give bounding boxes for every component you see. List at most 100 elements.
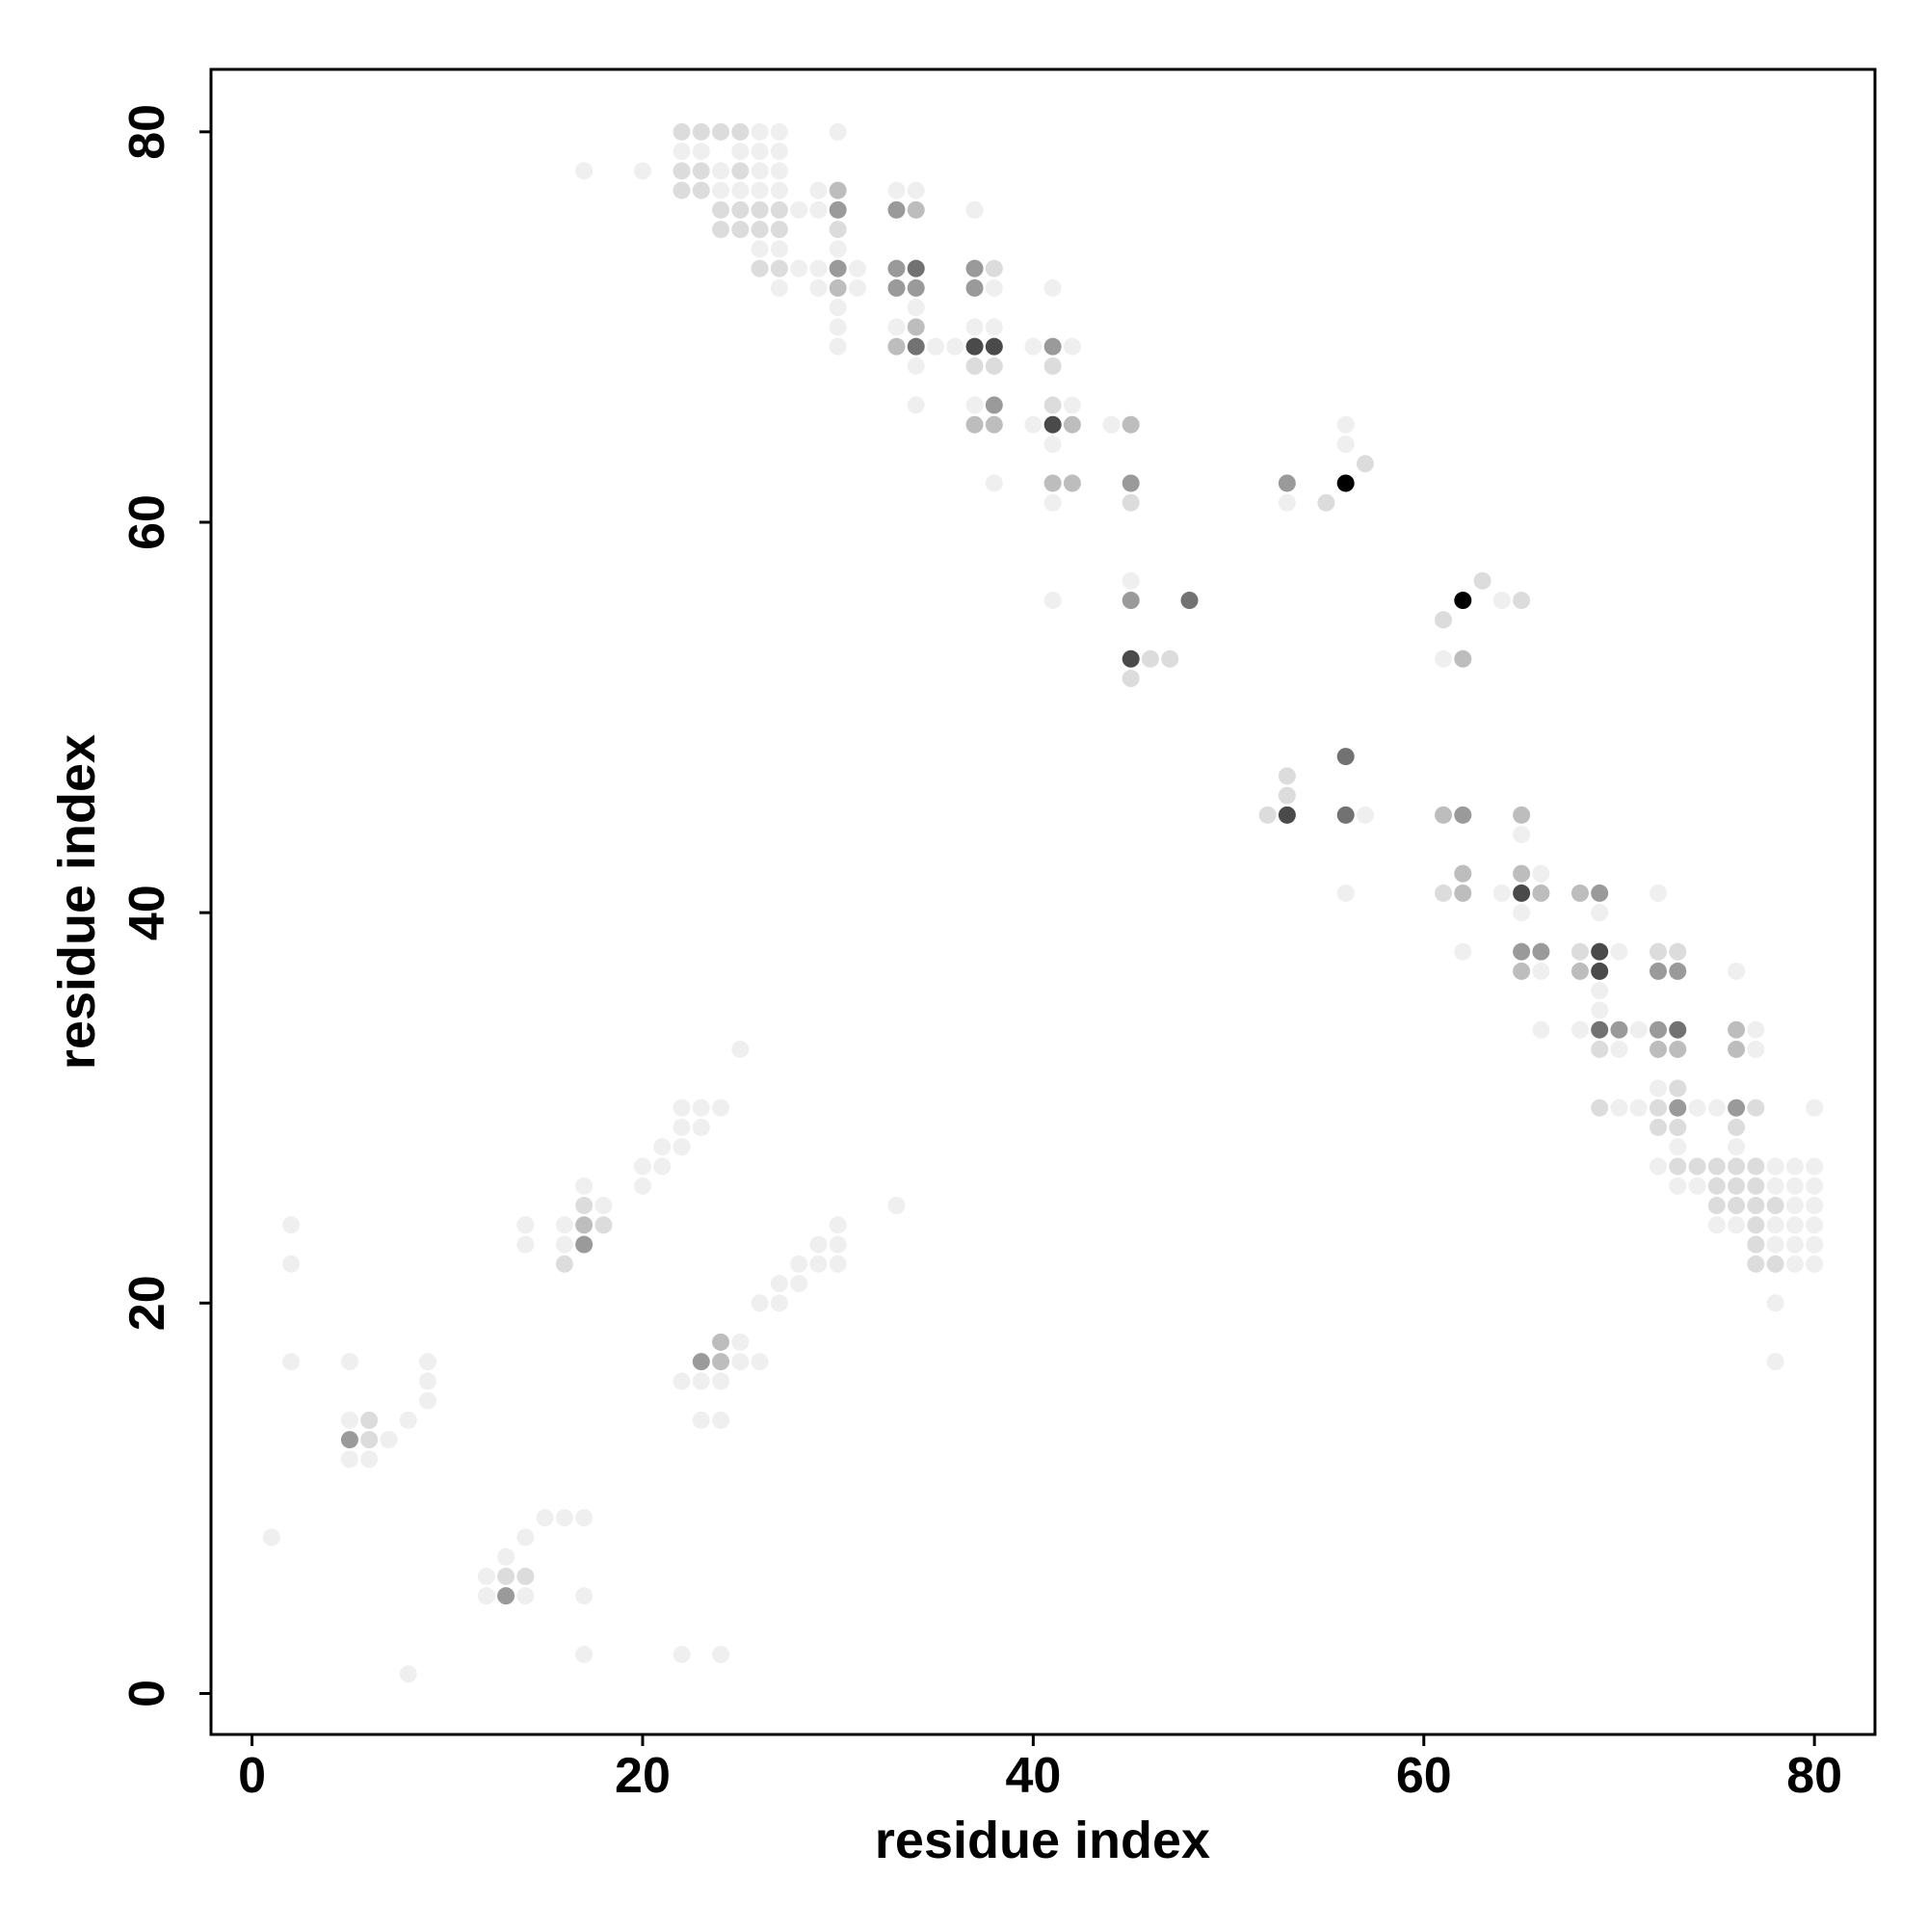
point xyxy=(555,1235,573,1254)
point xyxy=(829,318,847,336)
point xyxy=(673,162,691,180)
point xyxy=(887,1197,906,1215)
point xyxy=(1688,1157,1706,1176)
point xyxy=(1571,962,1589,980)
point xyxy=(1707,1197,1726,1215)
point xyxy=(360,1431,379,1449)
point xyxy=(1161,649,1179,668)
y-tick-label: 80 xyxy=(119,104,175,160)
point xyxy=(1766,1197,1784,1215)
y-tick-label: 60 xyxy=(119,494,175,550)
point xyxy=(1728,1040,1746,1058)
point xyxy=(633,162,651,180)
point xyxy=(555,1255,573,1273)
point xyxy=(1669,1157,1687,1176)
point xyxy=(1707,1216,1726,1234)
point xyxy=(829,181,847,199)
point xyxy=(770,122,788,141)
point xyxy=(829,337,847,356)
point xyxy=(731,143,750,161)
point xyxy=(751,122,769,141)
point xyxy=(1707,1157,1726,1176)
point xyxy=(575,162,594,180)
point xyxy=(1707,1177,1726,1195)
point xyxy=(712,181,730,199)
point xyxy=(731,122,750,141)
point xyxy=(965,357,984,375)
point xyxy=(673,181,691,199)
point xyxy=(1688,1177,1706,1195)
point xyxy=(1747,1235,1765,1254)
point xyxy=(282,1255,301,1273)
point xyxy=(712,200,730,219)
point xyxy=(907,396,925,414)
point xyxy=(1571,1020,1589,1039)
point xyxy=(673,1118,691,1136)
point xyxy=(1785,1216,1804,1234)
point xyxy=(1141,649,1159,668)
point xyxy=(516,1567,535,1585)
point xyxy=(1747,1177,1765,1195)
point xyxy=(751,143,769,161)
x-tick-label: 0 xyxy=(238,1748,266,1804)
point xyxy=(1629,1098,1648,1117)
point xyxy=(809,259,828,278)
point xyxy=(1650,1020,1668,1039)
x-tick-label: 80 xyxy=(1786,1748,1842,1804)
point xyxy=(1728,1157,1746,1176)
point xyxy=(1747,1216,1765,1234)
point xyxy=(1785,1235,1804,1254)
point xyxy=(1766,1177,1784,1195)
point xyxy=(1766,1235,1784,1254)
point xyxy=(594,1216,613,1234)
point xyxy=(1043,396,1062,414)
point xyxy=(965,200,984,219)
point xyxy=(1063,396,1081,414)
point xyxy=(907,357,925,375)
point xyxy=(927,337,945,356)
y-axis-label: residue index xyxy=(48,734,106,1070)
point xyxy=(1454,884,1472,902)
point xyxy=(1043,592,1062,610)
point xyxy=(829,240,847,258)
point xyxy=(1591,1001,1609,1019)
point xyxy=(731,181,750,199)
point xyxy=(985,357,1003,375)
point xyxy=(340,1450,358,1469)
point xyxy=(399,1665,417,1683)
point xyxy=(751,200,769,219)
point xyxy=(1454,649,1472,668)
point xyxy=(1728,962,1746,980)
point xyxy=(1669,1138,1687,1156)
point xyxy=(907,259,925,278)
point xyxy=(1043,435,1062,453)
point xyxy=(1747,1157,1765,1176)
point xyxy=(829,1216,847,1234)
point xyxy=(575,1587,594,1605)
point xyxy=(712,1372,730,1390)
point xyxy=(692,1098,710,1117)
point xyxy=(555,1216,573,1234)
point xyxy=(653,1157,672,1176)
point xyxy=(673,143,691,161)
point xyxy=(1258,806,1277,824)
point xyxy=(1650,1157,1668,1176)
point xyxy=(985,278,1003,297)
point xyxy=(1122,649,1140,668)
point xyxy=(770,181,788,199)
point xyxy=(1435,884,1453,902)
point xyxy=(575,1197,594,1215)
point xyxy=(1728,1118,1746,1136)
plot-frame xyxy=(209,67,1877,1736)
point xyxy=(731,221,750,239)
point xyxy=(1650,1098,1668,1117)
point xyxy=(1102,415,1121,434)
point xyxy=(751,240,769,258)
point xyxy=(1785,1177,1804,1195)
point xyxy=(1513,826,1531,844)
point xyxy=(653,1138,672,1156)
point xyxy=(1043,337,1062,356)
point xyxy=(848,259,866,278)
point xyxy=(907,200,925,219)
